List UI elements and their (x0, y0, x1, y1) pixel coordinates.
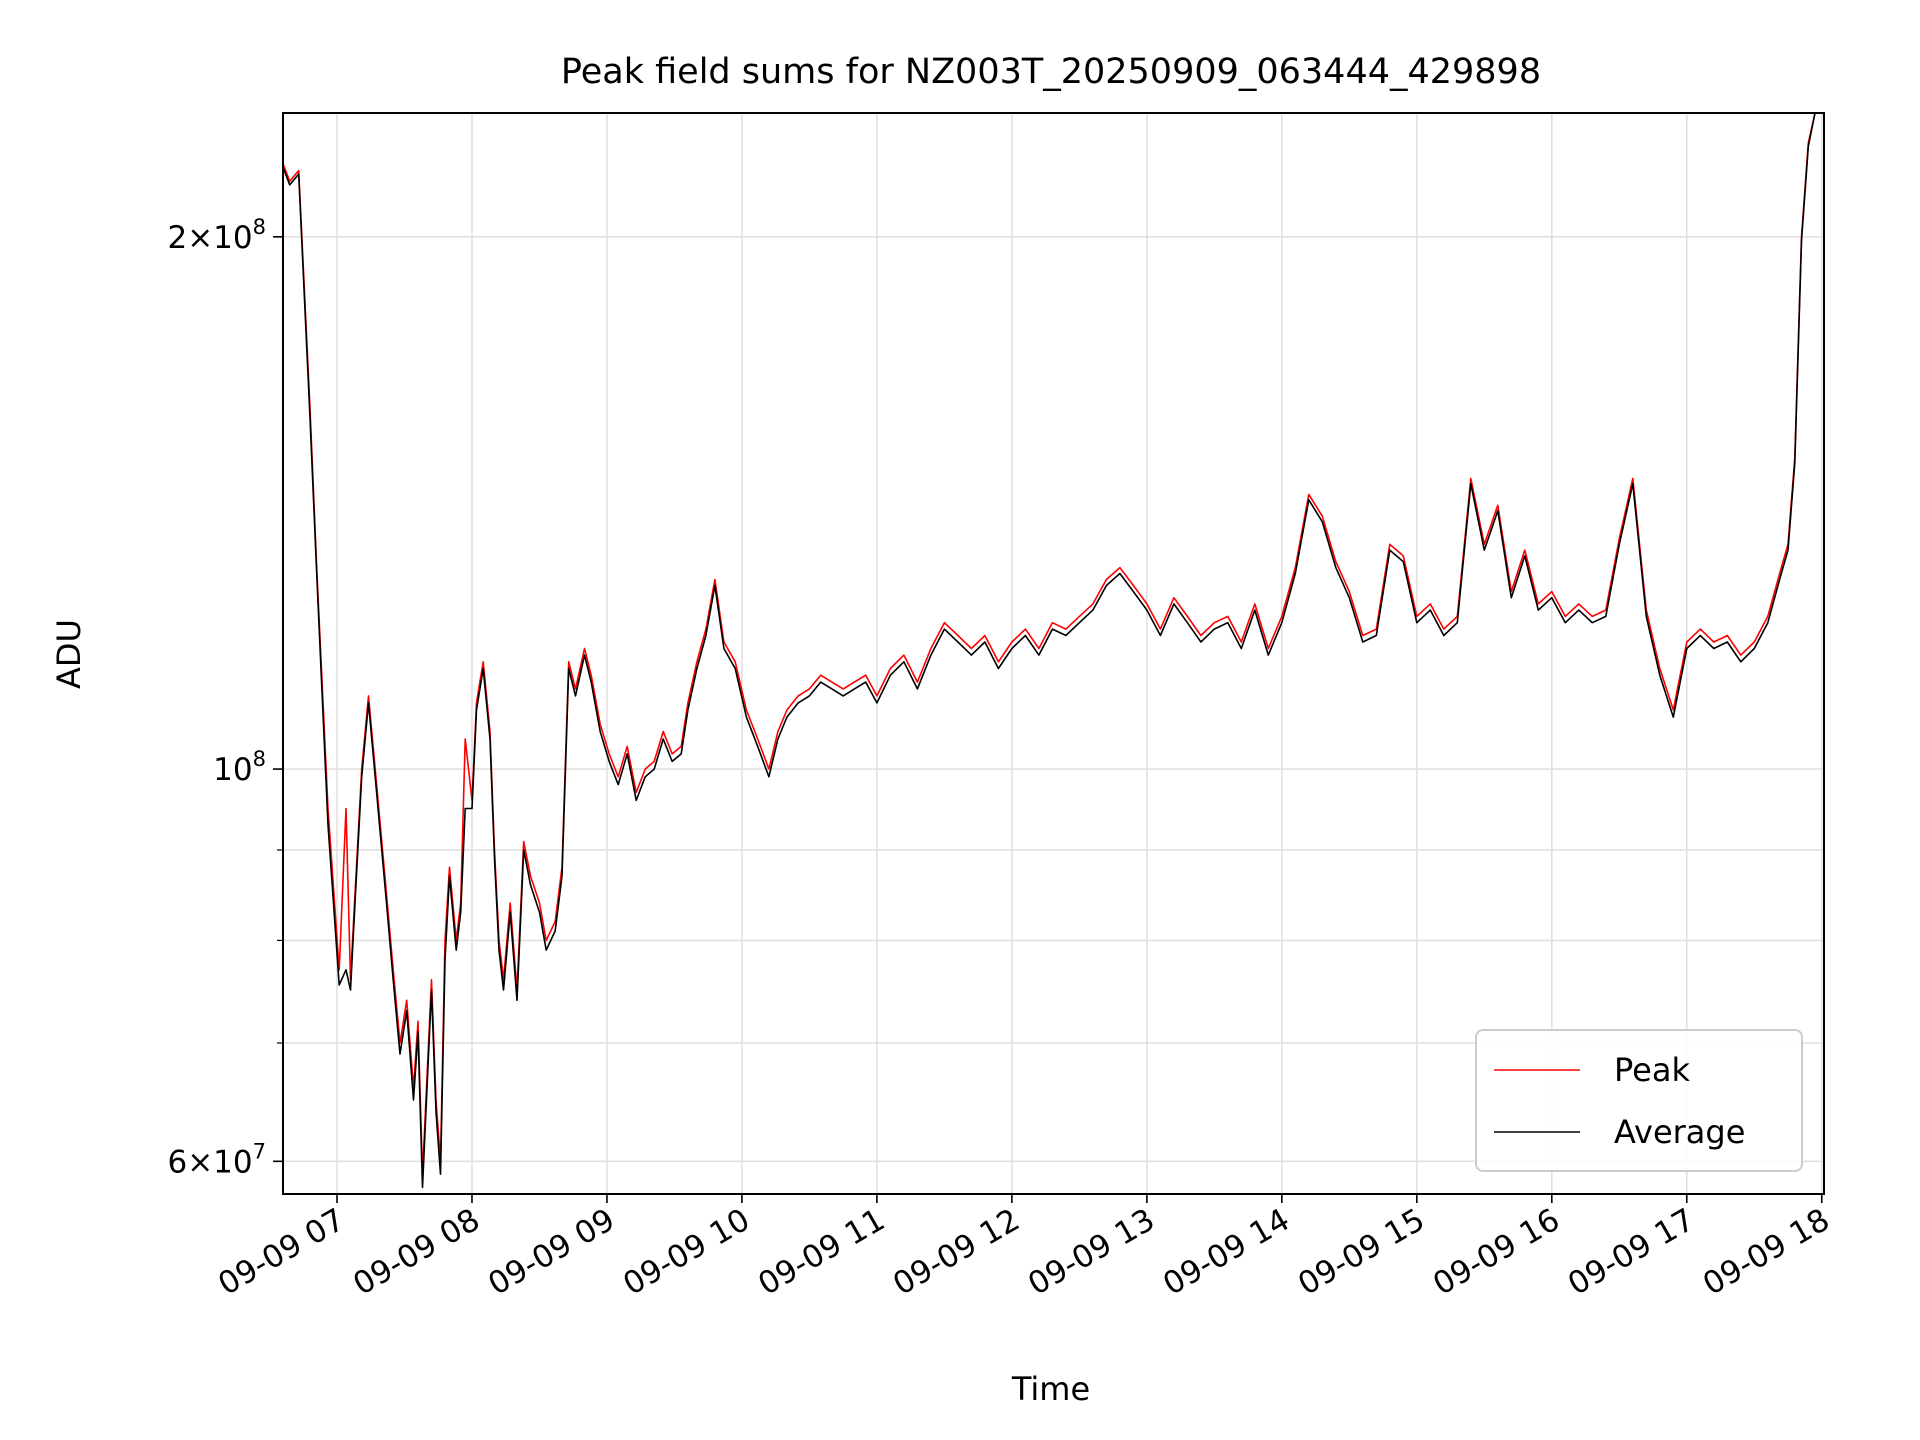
y-tick-base: 10 (213, 752, 252, 788)
x-axis-label: Time (1011, 1370, 1090, 1408)
y-tick-exponent: 8 (253, 215, 266, 239)
plot-frame (282, 112, 1825, 1195)
y-tick-exponent: 8 (253, 747, 266, 771)
y-tick-exponent: 7 (253, 1139, 266, 1163)
legend: Peak Average (1475, 1029, 1803, 1172)
y-tick-mantissa: 6× (167, 1144, 213, 1180)
y-axis-label: ADU (50, 619, 88, 689)
plot-lines (282, 112, 1816, 1189)
y-tick-base: 10 (213, 1144, 252, 1180)
y-tick-label: 2×108 (167, 215, 266, 256)
y-tick-label: 6×107 (167, 1139, 266, 1180)
y-tick-label: 108 (213, 747, 266, 788)
series-line-average (282, 112, 1816, 1189)
legend-label-peak: Peak (1614, 1051, 1690, 1089)
legend-box (1475, 1029, 1803, 1172)
y-tick-base: 10 (213, 220, 252, 256)
chart-title: Peak field sums for NZ003T_20250909_0634… (561, 52, 1541, 92)
y-tick-mantissa: 2× (167, 220, 213, 256)
legend-label-average: Average (1614, 1113, 1745, 1151)
